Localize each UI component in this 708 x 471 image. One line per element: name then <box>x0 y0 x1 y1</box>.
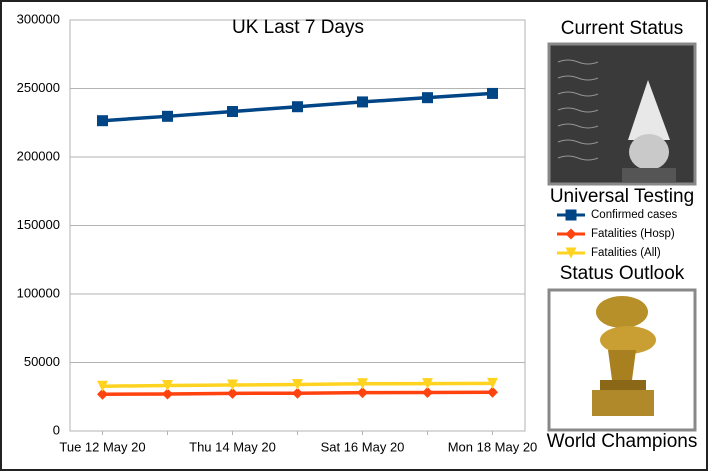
legend-label: Fatalities (Hosp) <box>591 228 675 240</box>
x-tick-label: Tue 12 May 20 <box>59 439 145 454</box>
x-tick-label: Sat 16 May 20 <box>321 439 405 454</box>
outlook-title: Status Outlook <box>560 263 685 284</box>
marker <box>422 378 433 390</box>
marker <box>97 388 108 400</box>
chart-title: UK Last 7 Days <box>232 17 364 38</box>
marker <box>357 378 368 390</box>
y-tick-label: 50000 <box>24 354 60 369</box>
marker <box>487 377 498 389</box>
marker <box>162 110 173 122</box>
marker <box>292 387 303 399</box>
y-tick-label: 0 <box>53 422 60 437</box>
y-tick-label: 100000 <box>17 285 60 300</box>
marker <box>357 96 368 108</box>
marker <box>97 380 108 392</box>
x-tick-label: Thu 14 May 20 <box>189 439 276 454</box>
x-tick-label: Mon 18 May 20 <box>448 439 538 454</box>
marker <box>422 387 433 399</box>
marker <box>292 101 303 113</box>
y-tick-label: 300000 <box>17 11 60 26</box>
marker <box>162 388 173 400</box>
status-image <box>547 42 697 186</box>
legend-marker <box>565 209 577 221</box>
legend-marker <box>565 228 577 240</box>
status-caption: Universal Testing <box>550 186 694 207</box>
marker <box>487 386 498 398</box>
y-tick-label: 200000 <box>17 148 60 163</box>
legend-marker <box>565 247 577 259</box>
marker <box>162 380 173 392</box>
marker <box>487 87 498 99</box>
marker <box>227 379 238 391</box>
marker <box>227 106 238 118</box>
legend-label: Fatalities (All) <box>591 247 661 259</box>
marker <box>422 92 433 104</box>
marker <box>97 115 108 127</box>
marker <box>227 387 238 399</box>
marker <box>357 387 368 399</box>
legend-label: Confirmed cases <box>591 209 678 221</box>
status-title: Current Status <box>561 18 684 39</box>
outlook-image <box>547 288 697 432</box>
legend: Confirmed cases Fatalities (Hosp) Fataliti… <box>557 209 678 259</box>
y-tick-label: 150000 <box>17 217 60 232</box>
plot-border <box>69 19 526 432</box>
marker <box>292 379 303 391</box>
outlook-caption: World Champions <box>547 431 698 452</box>
y-tick-label: 250000 <box>17 80 60 95</box>
